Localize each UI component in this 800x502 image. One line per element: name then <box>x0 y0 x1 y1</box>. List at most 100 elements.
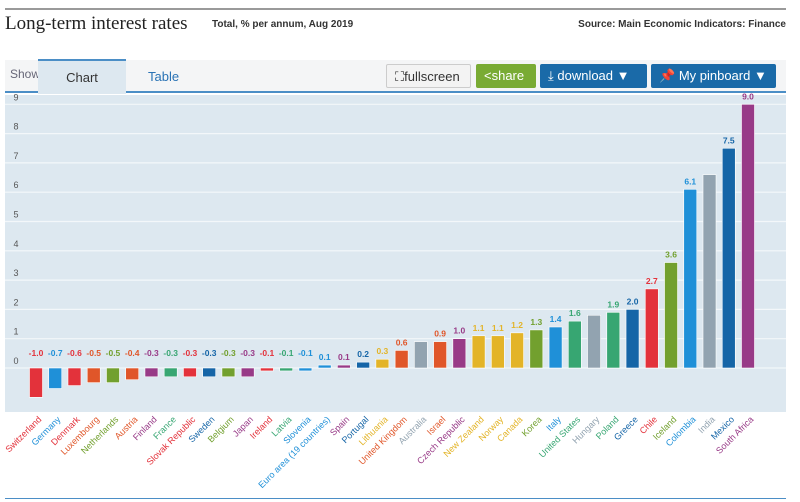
bar <box>356 361 370 369</box>
x-tick-label: Korea <box>520 414 544 438</box>
data-label: 0.3 <box>376 346 388 356</box>
bar <box>144 367 159 378</box>
bar <box>163 367 178 378</box>
data-label: 0.6 <box>396 337 408 347</box>
download-button[interactable]: ⤓ download ▼ <box>540 64 647 88</box>
bar <box>279 367 293 372</box>
bar <box>529 329 544 369</box>
bar <box>67 367 82 386</box>
data-label: 1.4 <box>550 314 562 324</box>
data-label: 1.3 <box>530 317 542 327</box>
show-label: Show: <box>10 67 44 81</box>
bar <box>510 332 524 369</box>
bar <box>587 314 601 369</box>
data-label: 0.9 <box>434 329 446 339</box>
fullscreen-button[interactable]: ⛶fullscreen <box>386 64 471 88</box>
y-tick-label: 8 <box>13 122 18 132</box>
data-label: 6.1 <box>684 176 696 186</box>
bar <box>394 350 409 369</box>
data-label: -0.3 <box>144 348 159 358</box>
data-label: 2.0 <box>627 296 639 306</box>
data-label: -0.1 <box>260 348 275 358</box>
bar <box>741 104 755 369</box>
data-label: 1.1 <box>492 323 504 333</box>
bar <box>106 367 120 383</box>
bar <box>48 367 63 389</box>
bar <box>721 147 736 369</box>
data-label: 3.6 <box>665 250 677 260</box>
data-label: 0.2 <box>357 349 369 359</box>
data-label: 1.1 <box>473 323 485 333</box>
data-label: 1.9 <box>607 299 619 309</box>
y-tick-label: 7 <box>13 151 18 161</box>
bar <box>240 367 255 378</box>
y-tick-label: 5 <box>13 210 18 220</box>
share-icon: < <box>484 68 492 83</box>
page-title: Long-term interest rates <box>5 13 188 34</box>
data-label: -0.3 <box>202 348 217 358</box>
pinboard-button[interactable]: 📌 My pinboard ▼ <box>651 64 776 88</box>
share-button[interactable]: <share <box>476 64 536 88</box>
bar <box>491 335 505 369</box>
bar <box>683 188 698 369</box>
data-label: 1.2 <box>511 320 523 330</box>
data-label: -0.5 <box>106 348 121 358</box>
data-label: -0.4 <box>125 348 140 358</box>
bar <box>260 367 274 372</box>
bar <box>568 320 582 369</box>
tab-table[interactable]: Table <box>148 69 180 84</box>
bar <box>221 367 236 378</box>
bar <box>29 367 43 398</box>
data-label: 1.6 <box>569 308 581 318</box>
bar <box>433 341 447 369</box>
bar <box>702 174 717 369</box>
data-label: -0.6 <box>67 348 82 358</box>
y-tick-label: 0 <box>13 356 18 366</box>
data-label: -0.5 <box>86 348 101 358</box>
bar <box>337 364 351 369</box>
pin-icon: 📌 <box>659 68 679 83</box>
tab-chart[interactable]: Chart <box>38 59 126 94</box>
y-tick-label: 6 <box>13 180 18 190</box>
bar <box>664 262 678 369</box>
data-label: 0.1 <box>319 352 331 362</box>
y-tick-label: 2 <box>13 297 18 307</box>
y-tick-label: 3 <box>13 268 18 278</box>
bar <box>606 312 621 369</box>
data-label: -0.3 <box>240 348 255 358</box>
data-label: -0.1 <box>279 348 294 358</box>
bar <box>471 335 486 369</box>
bar <box>183 367 197 378</box>
download-icon: ⤓ <box>548 68 558 83</box>
bar <box>202 367 216 378</box>
y-tick-label: 1 <box>13 327 18 337</box>
data-label: 2.7 <box>646 276 658 286</box>
bottom-rule <box>5 498 786 499</box>
bar <box>414 341 428 369</box>
bar <box>317 364 332 369</box>
top-rule <box>5 8 786 10</box>
bar <box>548 326 563 369</box>
subtitle: Total, % per annum, Aug 2019 <box>212 19 354 30</box>
data-label: -0.3 <box>221 348 236 358</box>
bar <box>644 288 659 369</box>
y-tick-label: 4 <box>13 239 18 249</box>
data-label: 0.1 <box>338 352 350 362</box>
bar <box>125 367 140 381</box>
bar <box>86 367 101 383</box>
bar <box>298 367 313 372</box>
fullscreen-icon: ⛶ <box>395 69 405 84</box>
data-label: -0.3 <box>163 348 178 358</box>
data-label: 1.0 <box>453 326 465 336</box>
data-label: -0.7 <box>48 348 63 358</box>
data-label: -0.1 <box>298 348 313 358</box>
data-label: 9.0 <box>742 91 754 101</box>
bar <box>625 309 640 369</box>
data-label: -1.0 <box>29 348 44 358</box>
source: Source: Main Economic Indicators: Financ… <box>578 19 786 30</box>
data-label: 7.5 <box>723 135 735 145</box>
bar <box>375 358 390 369</box>
y-tick-label: 9 <box>13 92 18 102</box>
data-label: -0.3 <box>183 348 198 358</box>
